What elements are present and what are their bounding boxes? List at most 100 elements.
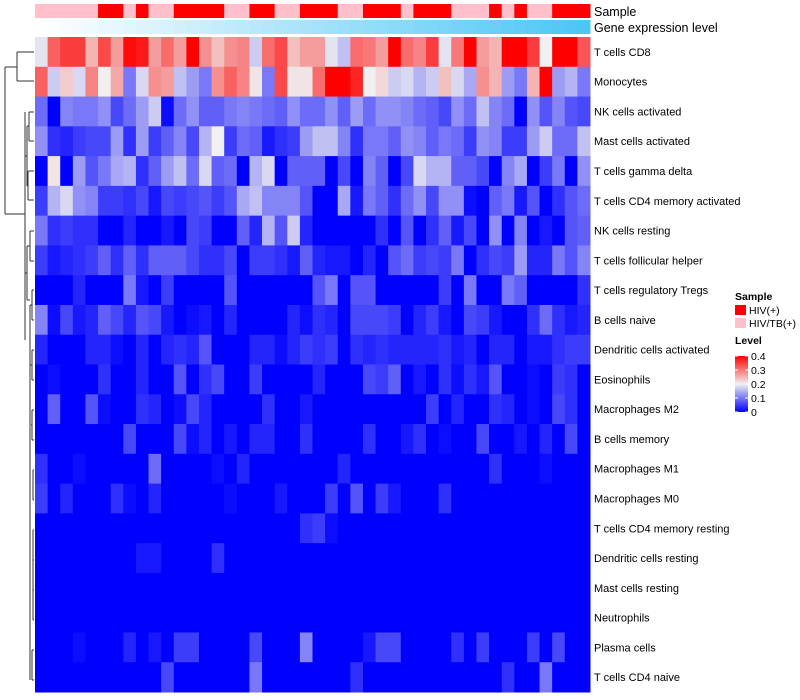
sample-annotation-cell — [312, 4, 326, 18]
heatmap-cell — [539, 275, 553, 306]
heatmap-cell — [299, 453, 313, 485]
heatmap-cell — [224, 126, 238, 157]
heatmap-cell — [60, 662, 74, 693]
heatmap-cell — [350, 185, 364, 217]
heatmap-cell — [98, 364, 112, 395]
heatmap-cell — [224, 185, 238, 217]
heatmap-cell — [60, 543, 74, 574]
heatmap-cell — [501, 453, 515, 485]
heatmap-cell — [451, 513, 465, 544]
heatmap-cell — [135, 334, 150, 365]
heatmap-cell — [501, 543, 515, 574]
heatmap-cell — [274, 215, 288, 246]
heatmap-cell — [577, 483, 591, 514]
gene-expression-annotation-cell — [552, 20, 566, 34]
heatmap-cell — [249, 424, 263, 455]
heatmap-cell — [476, 156, 490, 187]
heatmap-cell — [60, 364, 74, 395]
heatmap-cell — [161, 185, 175, 217]
heatmap-cell — [514, 37, 528, 68]
heatmap-cell — [211, 364, 225, 395]
heatmap-cell — [110, 662, 124, 693]
heatmap-cell — [35, 334, 49, 365]
heatmap-cell — [249, 334, 263, 365]
heatmap-cell — [47, 572, 61, 604]
heatmap-cell — [299, 513, 313, 544]
heatmap-cell — [123, 185, 137, 217]
heatmap-cell — [148, 602, 162, 633]
heatmap-cell — [400, 602, 414, 633]
heatmap-cell — [161, 37, 175, 68]
heatmap-cell — [262, 513, 276, 544]
heatmap-cell — [514, 304, 528, 336]
heatmap-cell — [312, 96, 326, 127]
heatmap-cell — [413, 572, 427, 604]
heatmap-cell — [135, 662, 150, 693]
heatmap-cell — [110, 632, 124, 663]
heatmap-cell — [514, 483, 528, 514]
heatmap-cell — [375, 424, 389, 455]
heatmap-cell — [262, 394, 276, 425]
heatmap-cell — [299, 632, 313, 663]
heatmap-cell — [413, 543, 427, 574]
sample-annotation-cell — [463, 4, 477, 18]
heatmap-cell — [514, 572, 528, 604]
heatmap-cell — [337, 215, 351, 246]
heatmap-cell — [388, 185, 402, 217]
heatmap-cell — [388, 572, 402, 604]
heatmap-cell — [501, 513, 515, 544]
heatmap-cell — [299, 156, 313, 187]
heatmap-cell — [161, 126, 175, 157]
heatmap-cell — [489, 602, 503, 633]
sample-annotation-cell — [198, 4, 213, 18]
heatmap-cell — [375, 513, 389, 544]
heatmap-cell — [148, 364, 162, 395]
heatmap-cell — [426, 37, 440, 68]
heatmap-cell — [98, 37, 112, 68]
heatmap-cell — [98, 483, 112, 514]
heatmap-cell — [274, 632, 288, 663]
heatmap-cell — [426, 66, 440, 98]
sample-annotation-cell — [476, 4, 490, 18]
heatmap-cell — [526, 513, 541, 544]
heatmap-cell — [564, 572, 578, 604]
heatmap-cell — [337, 245, 351, 276]
heatmap-cell — [186, 424, 200, 455]
heatmap-cell — [325, 602, 339, 633]
row-label: Macrophages M2 — [594, 404, 679, 416]
heatmap-cell — [186, 126, 200, 157]
heatmap-cell — [72, 483, 86, 514]
heatmap-cell — [489, 334, 503, 365]
heatmap-cell — [564, 245, 578, 276]
legend-label-hiv: HIV(+) — [749, 305, 780, 317]
heatmap-cell — [274, 304, 288, 336]
heatmap-cell — [262, 632, 276, 663]
heatmap-cell — [249, 513, 263, 544]
heatmap-cell — [35, 394, 49, 425]
heatmap-cell — [489, 185, 503, 217]
heatmap-cell — [110, 513, 124, 544]
heatmap-cell — [362, 543, 377, 574]
heatmap-cell — [249, 66, 263, 98]
heatmap-cell — [211, 126, 225, 157]
heatmap-cell — [451, 662, 465, 693]
heatmap-cell — [526, 126, 541, 157]
heatmap-cell — [98, 96, 112, 127]
heatmap-cell — [552, 543, 566, 574]
heatmap-cell — [287, 304, 301, 336]
heatmap-cell — [98, 66, 112, 98]
heatmap-cell — [388, 453, 402, 485]
row-label: NK cells resting — [594, 226, 670, 238]
heatmap-cell — [501, 394, 515, 425]
heatmap-cell — [186, 513, 200, 544]
heatmap-cell — [350, 572, 364, 604]
heatmap-cell — [211, 37, 225, 68]
heatmap-cell — [85, 126, 99, 157]
heatmap-cell — [312, 483, 326, 514]
heatmap-cell — [224, 37, 238, 68]
gene-expression-annotation-cell — [72, 20, 86, 34]
heatmap-cell — [375, 185, 389, 217]
heatmap-cell — [249, 394, 263, 425]
heatmap-cell — [98, 394, 112, 425]
heatmap-cell — [325, 275, 339, 306]
